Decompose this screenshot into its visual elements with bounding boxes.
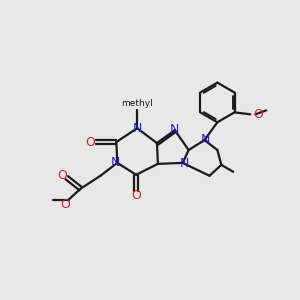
Text: N: N	[180, 158, 189, 170]
Text: methyl: methyl	[121, 99, 153, 108]
Text: N: N	[132, 122, 142, 135]
Text: N: N	[201, 133, 210, 146]
Text: N: N	[170, 123, 179, 136]
Text: N: N	[111, 156, 120, 170]
Text: O: O	[57, 169, 67, 182]
Text: O: O	[131, 189, 141, 202]
Text: O: O	[60, 198, 70, 211]
Text: O: O	[254, 108, 263, 121]
Text: O: O	[85, 136, 95, 148]
